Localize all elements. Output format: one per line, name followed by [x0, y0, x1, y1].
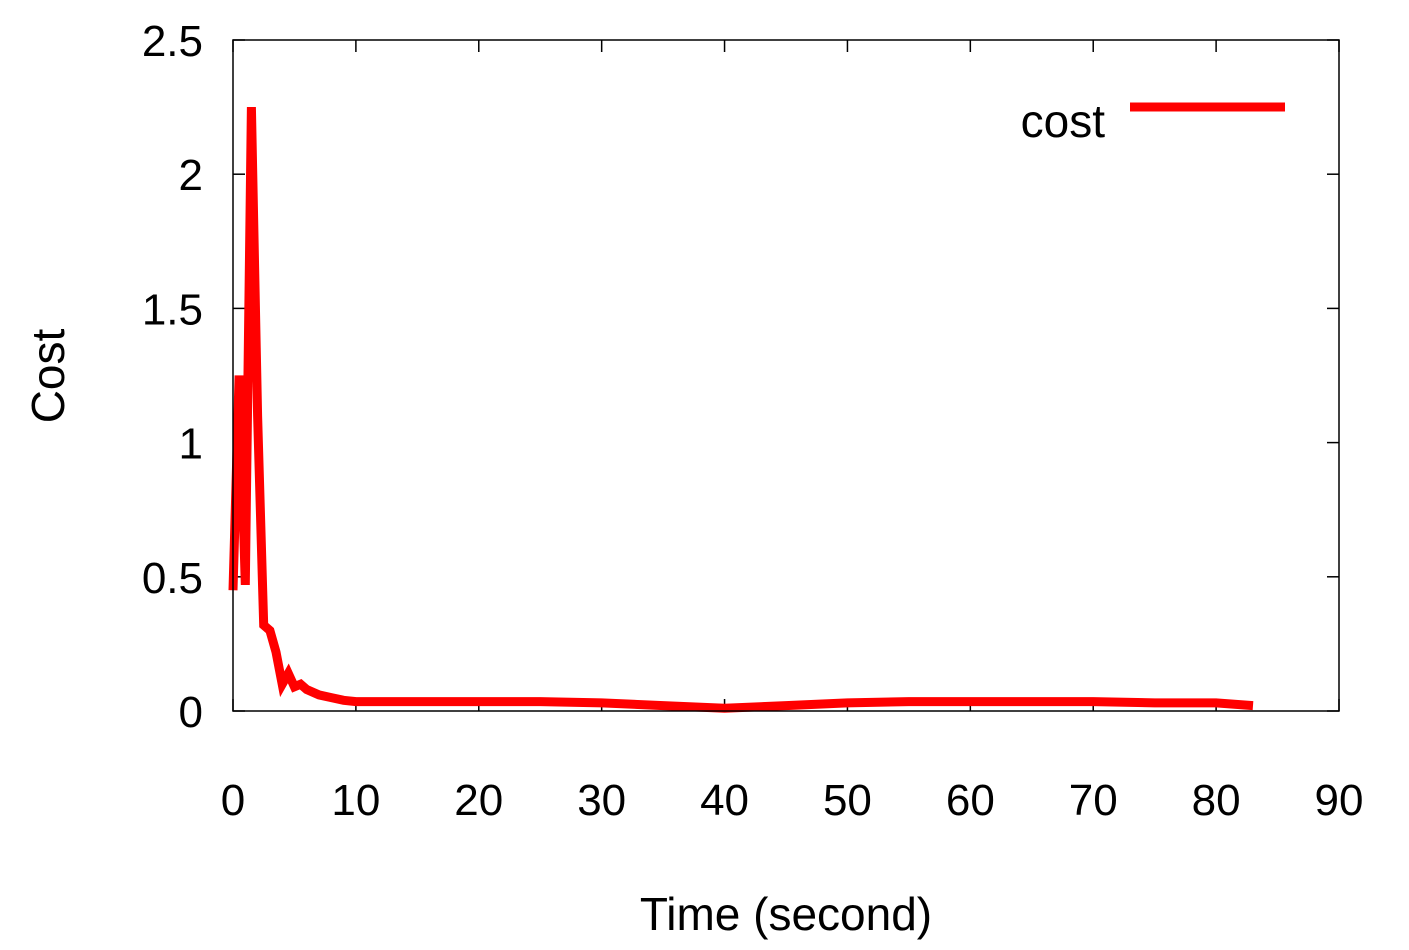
y-tick-label: 1.5 — [142, 285, 203, 334]
x-tick-label: 0 — [221, 776, 245, 825]
plot-frame — [232, 39, 1340, 712]
x-tick-label: 20 — [454, 776, 503, 825]
x-axis-title: Time (second) — [640, 888, 932, 940]
x-tick-label: 60 — [946, 776, 995, 825]
y-axis-ticks: 0 0.5 1 1.5 2 2.5 — [142, 17, 1339, 737]
x-tick-label: 90 — [1315, 776, 1364, 825]
y-tick-label: 0 — [179, 688, 203, 737]
x-tick-label: 10 — [331, 776, 380, 825]
x-tick-label: 80 — [1192, 776, 1241, 825]
x-tick-label: 30 — [577, 776, 626, 825]
y-tick-label: 2 — [179, 151, 203, 200]
legend-label-cost: cost — [1021, 95, 1106, 147]
x-axis-ticks: 0 10 20 30 40 50 60 70 80 90 — [221, 40, 1364, 825]
y-tick-label: 2.5 — [142, 17, 203, 66]
legend: cost — [1021, 95, 1285, 147]
y-axis-title: Cost — [22, 328, 74, 423]
x-tick-label: 50 — [823, 776, 872, 825]
x-tick-label: 40 — [700, 776, 749, 825]
series-layer — [228, 107, 1254, 713]
y-tick-label: 0.5 — [142, 554, 203, 603]
y-tick-label: 1 — [179, 420, 203, 469]
series-line-cost — [228, 107, 1254, 713]
x-tick-label: 70 — [1069, 776, 1118, 825]
